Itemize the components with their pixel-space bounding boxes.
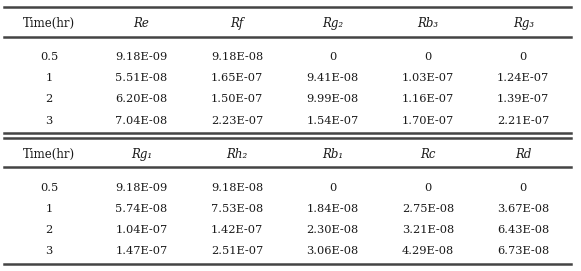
Text: 1: 1 — [45, 204, 53, 214]
Text: 3: 3 — [45, 246, 53, 256]
Text: 2.51E-07: 2.51E-07 — [211, 246, 263, 256]
Text: 9.18E-08: 9.18E-08 — [211, 183, 263, 193]
Text: 2.30E-08: 2.30E-08 — [306, 225, 358, 235]
Text: 7.53E-08: 7.53E-08 — [211, 204, 263, 214]
Text: 9.18E-08: 9.18E-08 — [211, 52, 263, 62]
Text: 0: 0 — [329, 183, 336, 193]
Text: Rd: Rd — [515, 148, 532, 161]
Text: 1.04E-07: 1.04E-07 — [116, 225, 168, 235]
Text: 1.54E-07: 1.54E-07 — [306, 116, 358, 126]
Text: 9.18E-09: 9.18E-09 — [116, 52, 168, 62]
Text: 9.99E-08: 9.99E-08 — [306, 94, 358, 104]
Text: 4.29E-08: 4.29E-08 — [401, 246, 454, 256]
Text: 0.5: 0.5 — [40, 52, 58, 62]
Text: 2.75E-08: 2.75E-08 — [401, 204, 454, 214]
Text: 2.23E-07: 2.23E-07 — [211, 116, 263, 126]
Text: 2.21E-07: 2.21E-07 — [497, 116, 550, 126]
Text: Rb₃: Rb₃ — [417, 17, 439, 30]
Text: 5.51E-08: 5.51E-08 — [116, 73, 168, 83]
Text: 1.70E-07: 1.70E-07 — [401, 116, 454, 126]
Text: Time(hr): Time(hr) — [23, 17, 75, 30]
Text: 1.50E-07: 1.50E-07 — [211, 94, 263, 104]
Text: Rg₂: Rg₂ — [322, 17, 343, 30]
Text: 5.74E-08: 5.74E-08 — [116, 204, 168, 214]
Text: 1: 1 — [45, 73, 53, 83]
Text: 1.03E-07: 1.03E-07 — [401, 73, 454, 83]
Text: 1.47E-07: 1.47E-07 — [116, 246, 168, 256]
Text: Rg₁: Rg₁ — [131, 148, 152, 161]
Text: Rg₃: Rg₃ — [512, 17, 534, 30]
Text: 0: 0 — [329, 52, 336, 62]
Text: Rb₁: Rb₁ — [322, 148, 343, 161]
Text: Rf: Rf — [231, 17, 243, 30]
Text: 9.18E-09: 9.18E-09 — [116, 183, 168, 193]
Text: 1.65E-07: 1.65E-07 — [211, 73, 263, 83]
Text: Rc: Rc — [420, 148, 436, 161]
Text: 1.42E-07: 1.42E-07 — [211, 225, 263, 235]
Text: 0: 0 — [519, 52, 527, 62]
Text: Re: Re — [134, 17, 149, 30]
Text: 7.04E-08: 7.04E-08 — [116, 116, 168, 126]
Text: 6.20E-08: 6.20E-08 — [116, 94, 168, 104]
Text: 2: 2 — [45, 94, 53, 104]
Text: 3.06E-08: 3.06E-08 — [306, 246, 358, 256]
Text: 1.39E-07: 1.39E-07 — [497, 94, 550, 104]
Text: 3.67E-08: 3.67E-08 — [497, 204, 550, 214]
Text: 6.73E-08: 6.73E-08 — [497, 246, 550, 256]
Text: 0: 0 — [519, 183, 527, 193]
Text: Time(hr): Time(hr) — [23, 148, 75, 161]
Text: 0.5: 0.5 — [40, 183, 58, 193]
Text: 2: 2 — [45, 225, 53, 235]
Text: Rh₂: Rh₂ — [227, 148, 248, 161]
Text: 0: 0 — [424, 183, 432, 193]
Text: 3.21E-08: 3.21E-08 — [401, 225, 454, 235]
Text: 0: 0 — [424, 52, 432, 62]
Text: 1.84E-08: 1.84E-08 — [306, 204, 358, 214]
Text: 1.16E-07: 1.16E-07 — [401, 94, 454, 104]
Text: 6.43E-08: 6.43E-08 — [497, 225, 550, 235]
Text: 3: 3 — [45, 116, 53, 126]
Text: 9.41E-08: 9.41E-08 — [306, 73, 358, 83]
Text: 1.24E-07: 1.24E-07 — [497, 73, 550, 83]
